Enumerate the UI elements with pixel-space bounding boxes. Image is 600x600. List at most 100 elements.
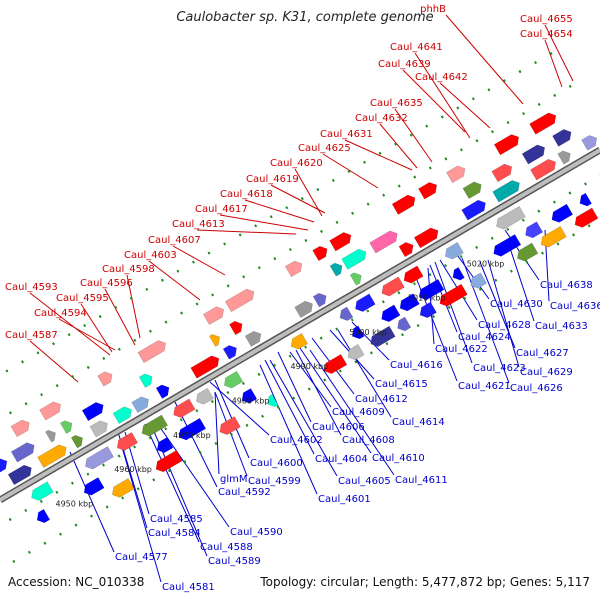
label-leader-line <box>439 82 491 129</box>
gene-feature <box>369 230 398 254</box>
gene-feature <box>540 226 567 248</box>
gene-shape <box>267 394 279 408</box>
gene-feature <box>81 402 104 422</box>
gene-shape <box>312 292 327 308</box>
gene-feature <box>137 340 166 364</box>
gene-feature <box>399 293 420 312</box>
label-leader-line <box>337 329 392 418</box>
gene-shape <box>521 144 545 165</box>
gene-feature <box>491 163 513 183</box>
gene-shape <box>461 199 486 221</box>
gene-label-bottom: Caul_4614 <box>392 417 445 428</box>
gene-shape <box>10 442 35 463</box>
gene-feature <box>294 300 313 318</box>
gene-shape <box>493 234 522 257</box>
gene-shape <box>418 182 438 200</box>
label-leader-line <box>402 69 466 133</box>
label-leader-line <box>270 184 326 214</box>
topology-text: Topology: circular; Length: 5,477,872 bp… <box>259 575 590 589</box>
gene-label-bottom: Caul_4592 <box>218 487 271 498</box>
label-leader-line <box>144 423 200 543</box>
gene-shape <box>413 227 439 249</box>
gene-shape <box>155 384 170 399</box>
gene-feature <box>202 306 224 326</box>
gene-shape <box>381 304 401 323</box>
gene-shape <box>224 288 255 313</box>
gene-shape <box>0 458 8 475</box>
gene-feature <box>461 199 486 221</box>
gene-shape <box>352 325 365 340</box>
gene-feature <box>60 420 73 434</box>
label-leader-line <box>544 39 563 88</box>
gene-feature <box>190 355 220 379</box>
gene-label-bottom: Caul_4605 <box>338 476 391 487</box>
gene-label-bottom: Caul_4590 <box>230 527 283 538</box>
label-leader-line <box>119 439 162 583</box>
gene-shape <box>399 293 420 312</box>
gene-shape <box>81 402 104 422</box>
label-leader-line <box>295 349 342 436</box>
gene-label-top: Caul_4632 <box>355 113 408 124</box>
gene-shape <box>209 334 220 347</box>
gene-label-top: Caul_4594 <box>34 308 87 319</box>
gene-feature <box>398 242 414 258</box>
gene-feature <box>116 432 139 451</box>
gene-feature <box>397 316 412 332</box>
gene-shape <box>31 481 54 501</box>
axis-tick-label: 4970 kbp <box>173 431 211 440</box>
gene-shape <box>284 260 303 278</box>
gene-feature <box>381 304 401 323</box>
gene-label-top: Caul_4620 <box>270 158 323 169</box>
gene-feature <box>89 420 108 438</box>
gene-feature <box>329 262 343 277</box>
gene-feature <box>224 288 255 313</box>
accession-text: Accession: NC_010338 <box>8 575 144 589</box>
label-leader-line <box>461 257 510 384</box>
gene-label-top: Caul_4642 <box>415 72 468 83</box>
gene-shape <box>229 321 243 336</box>
gene-label-top: Caul_4603 <box>124 250 177 261</box>
label-leader-line <box>277 351 312 423</box>
gene-feature <box>462 181 482 200</box>
gene-shape <box>581 135 598 151</box>
gene-feature <box>244 330 262 347</box>
gene-feature <box>445 242 464 260</box>
gene-shape <box>418 278 445 301</box>
gene-shape <box>10 419 30 438</box>
gene-feature <box>229 321 243 336</box>
gene-feature <box>517 242 539 262</box>
label-leader-line <box>80 303 113 353</box>
axis-tick-label: 5010 kbp <box>408 294 446 303</box>
gene-feature <box>370 325 396 347</box>
gene-shape <box>85 446 114 470</box>
label-leader-line <box>58 318 116 351</box>
gene-shape <box>369 230 398 254</box>
gene-shape <box>36 508 51 524</box>
gene-feature <box>36 508 51 524</box>
gene-feature <box>156 436 174 453</box>
label-leader-line <box>172 245 226 276</box>
gene-feature <box>557 150 571 165</box>
gene-feature <box>355 293 376 312</box>
gene-label-top: Caul_4613 <box>172 219 225 230</box>
label-leader-line <box>509 247 535 322</box>
label-leader-line <box>544 24 574 82</box>
gene-feature <box>439 283 468 307</box>
gene-label-bottom: Caul_4623 <box>473 363 526 374</box>
gene-shape <box>470 272 487 289</box>
gene-shape <box>439 283 468 307</box>
label-leader-line <box>214 391 220 475</box>
gene-label-top: Caul_4617 <box>195 204 248 215</box>
gene-shape <box>156 436 174 453</box>
gene-shape <box>312 245 328 262</box>
gene-shape <box>462 181 482 200</box>
gene-feature <box>581 135 598 151</box>
gene-feature <box>37 444 67 468</box>
gene-feature <box>391 194 416 215</box>
gene-label-bottom: Caul_4624 <box>458 332 511 343</box>
gene-feature <box>290 332 308 350</box>
gene-feature <box>131 396 149 414</box>
label-leader-line <box>454 251 490 300</box>
gene-feature <box>173 398 196 418</box>
gene-shape <box>347 344 365 361</box>
